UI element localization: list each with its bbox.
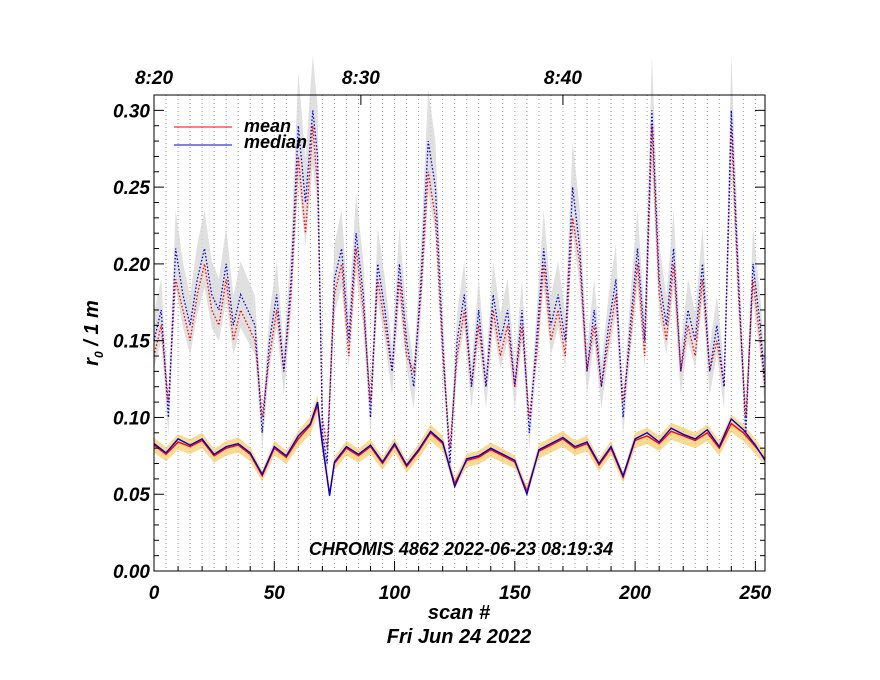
top-tick-label: 8:40 bbox=[544, 68, 582, 89]
x-tick-label: 200 bbox=[618, 583, 651, 604]
upper-spread-band bbox=[154, 55, 765, 477]
series-lines bbox=[153, 110, 766, 497]
series-median-upper bbox=[153, 110, 766, 464]
x-axis-label: scan # bbox=[428, 602, 491, 624]
legend-median-label: median bbox=[244, 132, 307, 152]
y-tick-label: 0.25 bbox=[113, 178, 150, 199]
plot-frame bbox=[153, 94, 766, 572]
x-tick-label: 150 bbox=[499, 583, 531, 604]
axis-ticks: 0.00 0.05 0.10 0.15 0.20 0.25 0.30 0 50 100 150 200… bbox=[113, 68, 772, 604]
series-median-lower bbox=[153, 401, 766, 497]
top-tick-label: 8:20 bbox=[135, 68, 173, 89]
x-tick-label: 50 bbox=[264, 583, 286, 604]
y-tick-label: 0.30 bbox=[113, 101, 150, 122]
y-tick-label: 0.05 bbox=[113, 485, 150, 506]
y-tick-label: 0.10 bbox=[113, 408, 150, 429]
legend: mean median bbox=[174, 116, 307, 152]
y-tick-label: 0.15 bbox=[113, 332, 150, 353]
x-tick-label: 0 bbox=[149, 583, 160, 604]
spread-bands bbox=[154, 55, 765, 499]
x-tick-label: 250 bbox=[739, 583, 772, 604]
x-tick-label: 100 bbox=[379, 583, 411, 604]
date-label: Fri Jun 24 2022 bbox=[387, 626, 532, 648]
y-tick-label: 0.00 bbox=[113, 562, 150, 583]
lower-spread-band bbox=[154, 395, 765, 499]
series-mean-upper bbox=[153, 125, 766, 449]
top-tick-label: 8:30 bbox=[342, 68, 380, 89]
y-axis-label: r0 / 1 m bbox=[81, 300, 106, 366]
dataset-annotation: CHROMIS 4862 2022-06-23 08:19:34 bbox=[309, 539, 613, 559]
legend-mean-label: mean bbox=[244, 116, 291, 136]
y-tick-label: 0.20 bbox=[113, 255, 150, 276]
